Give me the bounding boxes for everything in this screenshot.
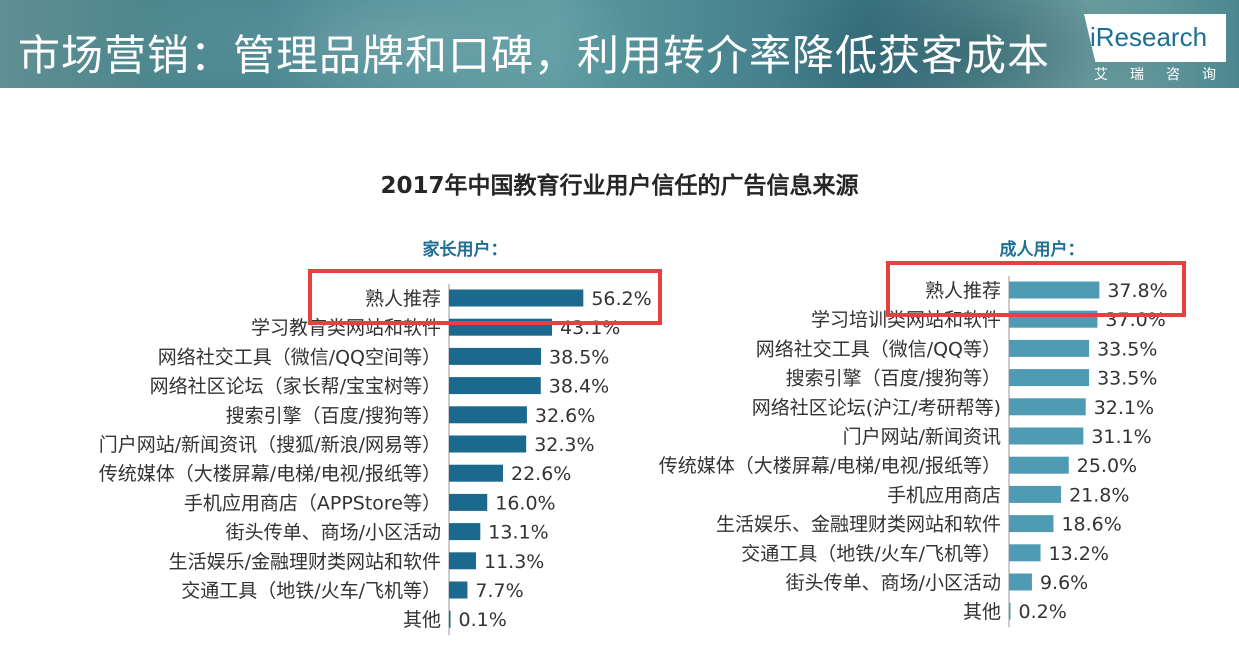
logo-background — [1084, 14, 1226, 62]
value-label: 7.7% — [475, 580, 523, 602]
value-label: 37.0% — [1105, 309, 1165, 331]
bar — [1009, 427, 1084, 445]
value-label: 25.0% — [1077, 455, 1137, 477]
value-label: 16.0% — [495, 492, 555, 514]
value-label: 37.8% — [1107, 280, 1167, 302]
bar — [449, 289, 584, 307]
category-label: 门户网站/新闻资讯（搜狐/新浪/网易等） — [99, 434, 441, 456]
chart-title: 2017年中国教育行业用户信任的广告信息来源 — [380, 173, 859, 199]
value-label: 32.1% — [1094, 397, 1154, 419]
category-label: 熟人推荐 — [365, 288, 441, 310]
category-label: 学习培训类网站和软件 — [811, 309, 1001, 331]
bar — [1009, 339, 1090, 357]
category-label: 搜索引擎（百度/搜狗等） — [226, 405, 441, 427]
bar — [449, 435, 527, 453]
value-label: 56.2% — [591, 288, 651, 310]
category-label: 其他 — [963, 601, 1001, 623]
value-label: 9.6% — [1040, 572, 1088, 594]
category-label: 传统媒体（大楼屏幕/电梯/电视/报纸等） — [99, 463, 441, 485]
highlight-box — [308, 269, 662, 325]
category-label: 熟人推荐 — [925, 280, 1001, 302]
bar — [449, 581, 468, 599]
category-label: 街头传单、商场/小区活动 — [226, 522, 441, 544]
value-label: 33.5% — [1097, 338, 1157, 360]
bar — [1009, 369, 1090, 387]
category-label: 网络社交工具（微信/QQ空间等） — [158, 346, 441, 368]
value-label: 18.6% — [1061, 514, 1121, 536]
value-label: 0.2% — [1019, 601, 1067, 623]
bar — [449, 347, 542, 365]
bar — [1009, 456, 1069, 474]
bar — [1009, 398, 1086, 416]
value-label: 13.1% — [488, 522, 548, 544]
value-label: 22.6% — [511, 463, 571, 485]
value-label: 43.1% — [560, 317, 620, 339]
category-label: 其他 — [403, 609, 441, 631]
value-label: 21.8% — [1069, 484, 1129, 506]
value-label: 32.3% — [534, 434, 594, 456]
bar — [1009, 281, 1100, 299]
panel-subtitle: 家长用户： — [423, 239, 508, 260]
bar — [1009, 515, 1054, 533]
bar — [449, 552, 477, 570]
header-banner: 市场营销：管理品牌和口碑，利用转介率降低获客成本 iResearch 艾瑞咨询 — [0, 0, 1239, 88]
bar — [449, 377, 541, 395]
category-label: 网络社区论坛(沪江/考研帮等) — [752, 397, 1001, 419]
category-label: 传统媒体（大楼屏幕/电梯/电视/报纸等） — [659, 455, 1001, 477]
bar — [449, 464, 504, 482]
category-label: 门户网站/新闻资讯 — [843, 426, 1001, 448]
bar — [449, 406, 527, 424]
bar — [449, 493, 488, 511]
bar — [449, 610, 451, 628]
panel-subtitle: 成人用户： — [1000, 239, 1085, 260]
value-label: 31.1% — [1091, 426, 1151, 448]
value-label: 32.6% — [535, 405, 595, 427]
value-label: 38.4% — [549, 376, 609, 398]
category-label: 交通工具（地铁/火车/飞机等） — [741, 543, 1001, 565]
value-label: 11.3% — [484, 551, 544, 573]
category-label: 生活娱乐/金融理财类网站和软件 — [169, 551, 441, 573]
category-label: 网络社交工具（微信/QQ等） — [756, 338, 1001, 360]
bar — [1009, 485, 1062, 503]
banner-texture — [120, 0, 640, 88]
value-label: 33.5% — [1097, 368, 1157, 390]
value-label: 38.5% — [549, 346, 609, 368]
category-label: 搜索引擎（百度/搜狗等） — [786, 368, 1001, 390]
bar — [449, 523, 481, 541]
value-label: 0.1% — [459, 609, 507, 631]
bar — [1009, 544, 1041, 562]
category-label: 交通工具（地铁/火车/飞机等） — [181, 580, 441, 602]
value-label: 13.2% — [1049, 543, 1109, 565]
category-label: 手机应用商店 — [887, 484, 1001, 506]
page-title: 市场营销：管理品牌和口碑，利用转介率降低获客成本 — [18, 31, 1051, 80]
category-label: 网络社区论坛（家长帮/宝宝树等） — [150, 376, 441, 398]
logo-text: iResearch — [1090, 22, 1208, 52]
bar — [1009, 602, 1011, 620]
category-label: 手机应用商店（APPStore等） — [184, 492, 441, 514]
highlight-box — [886, 261, 1186, 317]
category-label: 生活娱乐、金融理财类网站和软件 — [716, 514, 1001, 536]
iresearch-logo: iResearch 艾瑞咨询 — [1084, 14, 1226, 83]
category-label: 学习教育类网站和软件 — [251, 317, 441, 339]
category-label: 街头传单、商场/小区活动 — [786, 572, 1001, 594]
bar — [1009, 573, 1032, 591]
logo-chinese-text: 艾瑞咨询 — [1094, 67, 1238, 83]
